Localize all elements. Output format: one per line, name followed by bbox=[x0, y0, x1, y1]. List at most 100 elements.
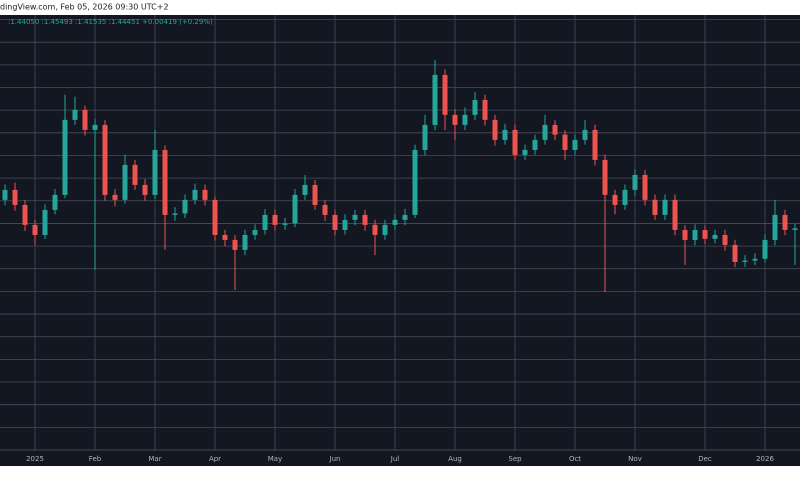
candle-body bbox=[332, 214, 338, 230]
x-tick-label: Jul bbox=[390, 455, 400, 463]
candle-body bbox=[782, 214, 788, 230]
candle-body bbox=[192, 189, 198, 200]
candle-body bbox=[652, 199, 658, 215]
candle-body bbox=[512, 129, 518, 155]
candle-body bbox=[372, 224, 378, 235]
x-tick-label: Dec bbox=[698, 455, 712, 463]
candle-body bbox=[42, 209, 48, 235]
candle-body bbox=[452, 114, 458, 125]
candle-body bbox=[662, 199, 668, 215]
candle-body bbox=[182, 199, 188, 214]
x-tick-label: May bbox=[268, 455, 282, 463]
candle-body bbox=[292, 194, 298, 224]
candle-body bbox=[622, 189, 628, 205]
candle-body bbox=[522, 149, 528, 155]
candle-body bbox=[742, 260, 748, 262]
candle-body bbox=[202, 189, 208, 200]
candle-body bbox=[352, 214, 358, 220]
candle-body bbox=[242, 234, 248, 250]
candle-body bbox=[262, 214, 268, 230]
top-bar bbox=[0, 0, 800, 15]
candle-body bbox=[12, 189, 18, 205]
candle-body bbox=[482, 99, 488, 120]
candle-body bbox=[132, 164, 138, 185]
candle-body bbox=[102, 124, 108, 195]
candle-body bbox=[342, 219, 348, 230]
candle-body bbox=[232, 239, 238, 250]
candle-body bbox=[412, 149, 418, 215]
time-axis bbox=[0, 450, 800, 466]
x-tick-label: Oct bbox=[569, 455, 581, 463]
candle-body bbox=[122, 164, 128, 200]
x-tick-label: 2026 bbox=[756, 455, 774, 463]
candle-body bbox=[2, 189, 8, 200]
candle-body bbox=[162, 149, 168, 215]
x-tick-label: Jun bbox=[329, 455, 341, 463]
candle-body bbox=[752, 258, 758, 261]
x-tick-label: 2025 bbox=[26, 455, 44, 463]
candle-body bbox=[792, 228, 798, 230]
candle-body bbox=[22, 204, 28, 225]
candle-body bbox=[422, 124, 428, 150]
candle-body bbox=[762, 239, 768, 259]
candle-body bbox=[462, 114, 468, 125]
candle-body bbox=[362, 214, 368, 225]
candle-body bbox=[142, 184, 148, 195]
candle-body bbox=[502, 129, 508, 140]
candle-body bbox=[702, 229, 708, 239]
candle-body bbox=[272, 214, 278, 225]
candle-body bbox=[92, 124, 98, 130]
candle-body bbox=[592, 129, 598, 160]
candle-body bbox=[312, 184, 318, 205]
candle-body bbox=[212, 199, 218, 235]
candle-body bbox=[532, 139, 538, 150]
candle-body bbox=[442, 74, 448, 115]
candle-body bbox=[682, 229, 688, 240]
candle-body bbox=[382, 224, 388, 235]
candle-body bbox=[612, 194, 618, 205]
candle-body bbox=[732, 244, 738, 262]
candle-body bbox=[322, 204, 328, 215]
candle-body bbox=[152, 149, 158, 195]
candle-body bbox=[402, 214, 408, 220]
candle-body bbox=[722, 234, 728, 245]
candle-body bbox=[602, 159, 608, 195]
candle-body bbox=[222, 234, 228, 240]
candle-body bbox=[432, 74, 438, 125]
x-tick-label: Mar bbox=[148, 455, 161, 463]
candle-body bbox=[572, 139, 578, 150]
candle-body bbox=[252, 229, 258, 235]
candle-body bbox=[582, 129, 588, 140]
candle-body bbox=[52, 194, 58, 210]
source-text: dingView.com, Feb 05, 2026 09:30 UTC+2 bbox=[0, 3, 169, 12]
candle-body bbox=[392, 219, 398, 225]
candle-body bbox=[542, 124, 548, 140]
candle-body bbox=[552, 124, 558, 135]
candle-body bbox=[562, 134, 568, 150]
candle-body bbox=[72, 109, 78, 120]
candle-body bbox=[82, 109, 88, 130]
candle-body bbox=[302, 184, 308, 195]
candle-body bbox=[692, 229, 698, 240]
candle-body bbox=[32, 224, 38, 235]
x-tick-label: Aug bbox=[448, 455, 462, 463]
candle-body bbox=[112, 194, 118, 200]
x-tick-label: Sep bbox=[508, 455, 522, 463]
x-tick-label: Feb bbox=[89, 455, 102, 463]
candle-body bbox=[62, 119, 68, 195]
x-tick-label: Apr bbox=[209, 455, 221, 463]
ohlc-legend: :1.44050 :1.45493 :1.41535 :1.44451 +0.0… bbox=[8, 18, 213, 26]
candle-body bbox=[282, 223, 288, 225]
candle-body bbox=[772, 214, 778, 240]
x-tick-label: Nov bbox=[628, 455, 642, 463]
candle-body bbox=[672, 199, 678, 230]
candle-body bbox=[492, 119, 498, 140]
candle-body bbox=[642, 174, 648, 200]
candle-body bbox=[172, 213, 178, 215]
candle-body bbox=[472, 99, 478, 115]
chart-background bbox=[0, 15, 800, 466]
candle-body bbox=[712, 234, 718, 239]
candle-body bbox=[632, 174, 638, 190]
